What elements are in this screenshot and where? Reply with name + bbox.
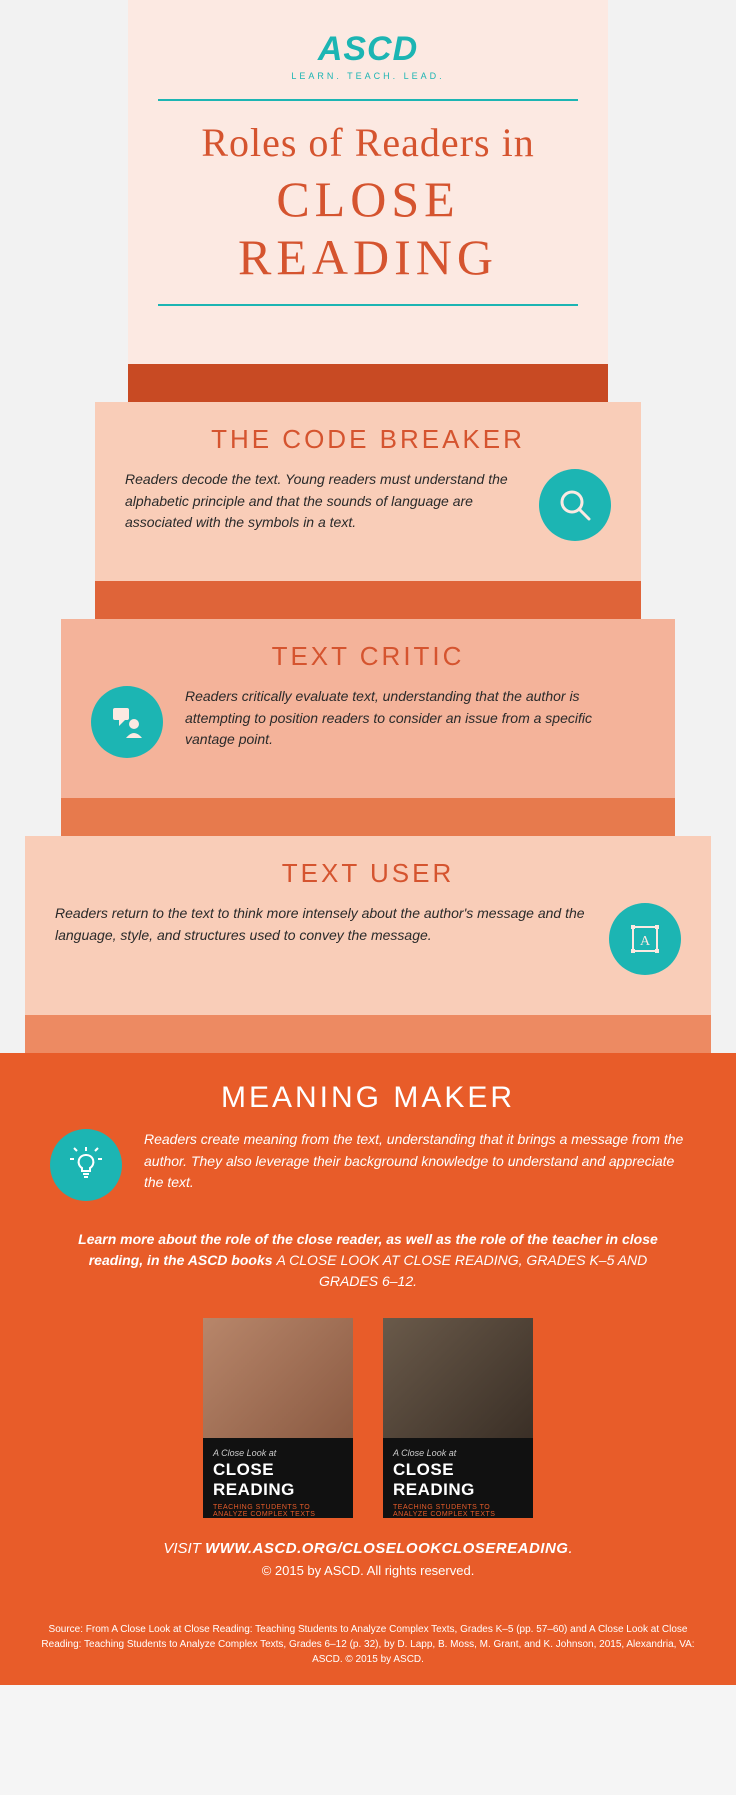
learn-more-books: A CLOSE LOOK AT CLOSE READING, GRADES K–… — [276, 1252, 647, 1289]
page-background: ASCD LEARN. TEACH. LEAD. Roles of Reader… — [0, 0, 736, 1685]
speech-person-icon — [91, 686, 163, 758]
book-title-band: A Close Look at CLOSE READING TEACHING S… — [203, 1438, 353, 1518]
step-riser — [61, 798, 675, 836]
book-pretitle: A Close Look at — [393, 1448, 523, 1458]
svg-text:A: A — [640, 934, 651, 949]
step-riser — [128, 364, 608, 402]
book-title: CLOSE READING — [393, 1460, 523, 1500]
step-title: THE CODE BREAKER — [125, 424, 611, 455]
frame-a-icon: A — [609, 903, 681, 975]
step-riser — [25, 1015, 711, 1053]
step-text: Readers create meaning from the text, un… — [144, 1129, 686, 1194]
book-covers-row: A Close Look at CLOSE READING TEACHING S… — [50, 1318, 686, 1518]
visit-dot: . — [568, 1540, 572, 1557]
visit-label: VISIT — [163, 1540, 205, 1557]
title-line1: Roles of Readers in — [158, 119, 578, 166]
step-meaning-maker: MEANING MAKER Readers create meaning fro… — [0, 1015, 736, 1608]
step-title: MEANING MAKER — [50, 1081, 686, 1115]
title-line2: CLOSE READING — [158, 170, 578, 286]
step-tread: TEXT CRITIC Readers critically evaluate … — [61, 619, 675, 798]
copyright: © 2015 by ASCD. All rights reserved. — [50, 1563, 686, 1578]
step-text: Readers return to the text to think more… — [55, 903, 587, 946]
book-image — [383, 1318, 533, 1438]
logo-name: ASCD — [158, 30, 578, 69]
book-cover-2: A Close Look at CLOSE READING TEACHING S… — [383, 1318, 533, 1518]
book-image — [203, 1318, 353, 1438]
step-text: Readers critically evaluate text, unders… — [185, 686, 645, 751]
learn-more-text: Learn more about the role of the close r… — [70, 1229, 666, 1292]
divider — [158, 99, 578, 101]
step-title: TEXT USER — [55, 858, 681, 889]
book-subtitle: TEACHING STUDENTS TO ANALYZE COMPLEX TEX… — [393, 1504, 523, 1518]
step-tread: TEXT USER Readers return to the text to … — [25, 836, 711, 1015]
book-cover-1: A Close Look at CLOSE READING TEACHING S… — [203, 1318, 353, 1518]
source-citation: Source: From A Close Look at Close Readi… — [0, 1608, 736, 1685]
step-code-breaker: THE CODE BREAKER Readers decode the text… — [0, 364, 736, 581]
step-text: Readers decode the text. Young readers m… — [125, 469, 517, 534]
step-riser — [95, 581, 641, 619]
step-text-critic: TEXT CRITIC Readers critically evaluate … — [0, 581, 736, 798]
step-title: TEXT CRITIC — [91, 641, 645, 672]
step-tread: THE CODE BREAKER Readers decode the text… — [95, 402, 641, 581]
book-pretitle: A Close Look at — [213, 1448, 343, 1458]
step-text-user: TEXT USER Readers return to the text to … — [0, 798, 736, 1015]
book-subtitle: TEACHING STUDENTS TO ANALYZE COMPLEX TEX… — [213, 1504, 343, 1518]
visit-url: WWW.ASCD.ORG/CLOSELOOKCLOSEREADING — [205, 1540, 568, 1557]
logo-tagline: LEARN. TEACH. LEAD. — [158, 71, 578, 81]
book-title-band: A Close Look at CLOSE READING TEACHING S… — [383, 1438, 533, 1518]
visit-line: VISIT WWW.ASCD.ORG/CLOSELOOKCLOSEREADING… — [50, 1540, 686, 1557]
header-card: ASCD LEARN. TEACH. LEAD. Roles of Reader… — [128, 0, 608, 364]
lightbulb-icon — [50, 1129, 122, 1201]
step-tread: MEANING MAKER Readers create meaning fro… — [0, 1053, 736, 1608]
magnifier-icon — [539, 469, 611, 541]
divider — [158, 304, 578, 306]
book-title: CLOSE READING — [213, 1460, 343, 1500]
